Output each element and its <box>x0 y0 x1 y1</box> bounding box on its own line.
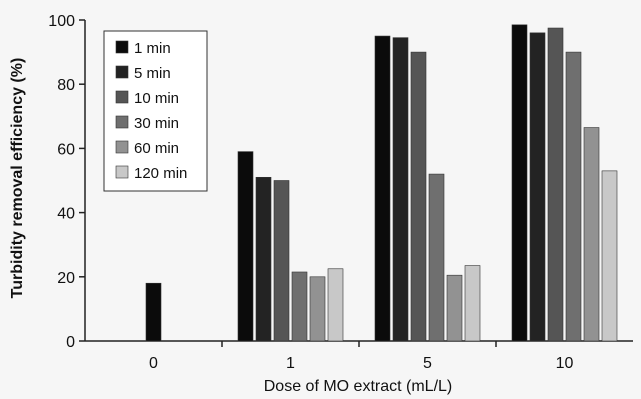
y-axis-label: Turbidity removal efficiency (%) <box>9 58 26 299</box>
y-tick-label: 20 <box>57 270 75 287</box>
x-tick-label: 1 <box>286 355 295 372</box>
legend-swatch <box>115 90 129 104</box>
bar-1-min-dose-1 <box>237 151 254 342</box>
bar-5-min-dose-5 <box>392 37 409 342</box>
legend-swatch <box>115 40 129 54</box>
bar-30-min-dose-1 <box>291 271 308 342</box>
bar-30-min-dose-10 <box>565 51 582 342</box>
bars <box>145 24 618 342</box>
legend-swatch <box>115 115 129 129</box>
bar-10-min-dose-5 <box>410 51 427 342</box>
x-axis-label: Dose of MO extract (mL/L) <box>264 378 453 395</box>
y-tick-label: 40 <box>57 206 75 223</box>
legend-entry-label: 120 min <box>134 165 187 182</box>
y-tick-label: 0 <box>66 334 75 351</box>
x-tick-label: 5 <box>423 355 432 372</box>
legend-entry-label: 10 min <box>134 90 179 107</box>
legend-swatch <box>115 140 129 154</box>
x-tick-label: 10 <box>556 355 574 372</box>
bar-120-min-dose-10 <box>601 170 618 342</box>
legend-entry-label: 5 min <box>134 65 171 82</box>
legend-entry-label: 1 min <box>134 40 171 57</box>
legend: 1 min 5 min 10 min 30 min 60 min 120 min <box>103 30 208 192</box>
bar-60-min-dose-1 <box>309 276 326 342</box>
y-tick-label: 80 <box>57 77 75 94</box>
bar-1-min-dose-5 <box>374 35 391 342</box>
bar-1-min-dose-10 <box>511 24 528 342</box>
y-tick-label: 60 <box>57 141 75 158</box>
legend-entry-label: 60 min <box>134 140 179 157</box>
bar-60-min-dose-10 <box>583 127 600 342</box>
bar-120-min-dose-5 <box>464 265 481 342</box>
legend-box <box>103 30 208 192</box>
bar-60-min-dose-5 <box>446 274 463 342</box>
bar-120-min-dose-1 <box>327 268 344 342</box>
bar-1-min-dose-0 <box>145 282 162 342</box>
y-tick-label: 100 <box>48 13 75 30</box>
bar-5-min-dose-10 <box>529 32 546 342</box>
bar-10-min-dose-10 <box>547 27 564 342</box>
legend-swatch <box>115 65 129 79</box>
axes: 0 20 40 60 80 100 0 1 5 10 <box>48 13 633 372</box>
x-tick-label: 0 <box>149 355 158 372</box>
legend-swatch <box>115 165 129 179</box>
bar-10-min-dose-1 <box>273 180 290 342</box>
bar-30-min-dose-5 <box>428 173 445 342</box>
bar-5-min-dose-1 <box>255 176 272 342</box>
legend-entry-label: 30 min <box>134 115 179 132</box>
